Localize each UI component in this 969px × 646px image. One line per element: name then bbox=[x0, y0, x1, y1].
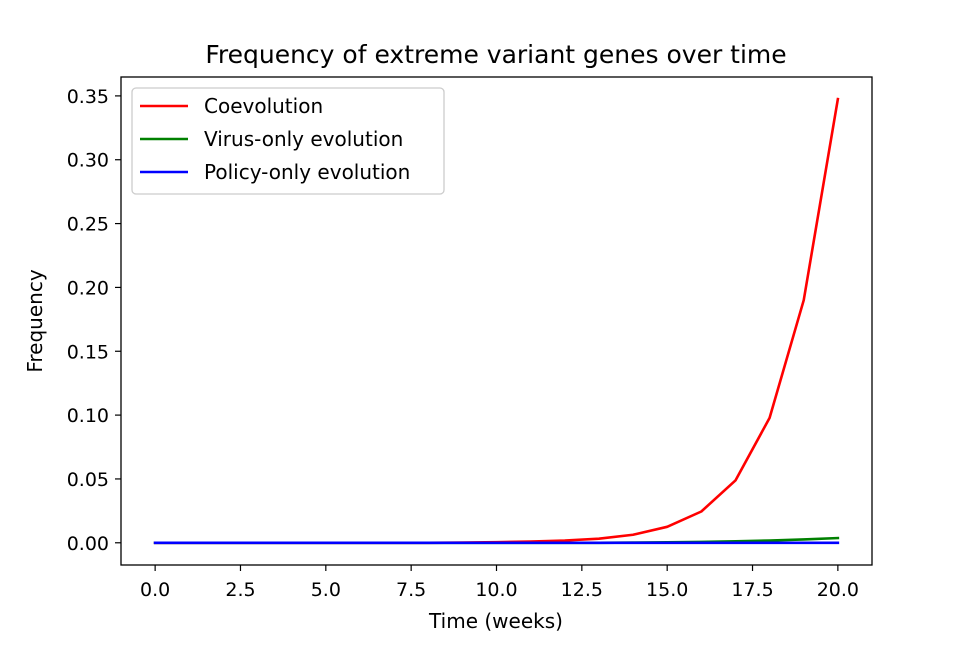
x-tick-label: 10.0 bbox=[475, 579, 517, 601]
legend-box bbox=[131, 87, 445, 195]
x-tick-label: 0.0 bbox=[140, 579, 170, 601]
y-tick-label: 0.30 bbox=[67, 150, 109, 172]
y-tick-label: 0.05 bbox=[67, 469, 109, 491]
x-tick-label: 20.0 bbox=[817, 579, 859, 601]
y-tick-label: 0.15 bbox=[67, 341, 109, 363]
x-tick-label: 5.0 bbox=[311, 579, 341, 601]
x-axis-ticks: 0.0 2.5 5.0 7.5 10.0 12.5 15.0 17.5 20.0 bbox=[140, 565, 859, 601]
x-tick-label: 15.0 bbox=[646, 579, 688, 601]
y-tick-label: 0.00 bbox=[67, 533, 109, 555]
chart-title: Frequency of extreme variant genes over … bbox=[205, 40, 786, 69]
y-tick-label: 0.35 bbox=[67, 86, 109, 108]
y-tick-label: 0.20 bbox=[67, 277, 109, 299]
x-tick-label: 17.5 bbox=[731, 579, 773, 601]
y-axis-ticks: 0.00 0.05 0.10 0.15 0.20 0.25 0.30 0.35 bbox=[67, 86, 121, 555]
x-axis-label: Time (weeks) bbox=[428, 609, 563, 633]
series-lines bbox=[153, 97, 840, 545]
legend-label: Policy-only evolution bbox=[204, 160, 410, 184]
legend-label: Virus-only evolution bbox=[204, 127, 403, 151]
y-axis-label: Frequency bbox=[23, 269, 47, 372]
y-tick-label: 0.25 bbox=[67, 214, 109, 236]
y-tick-label: 0.10 bbox=[67, 405, 109, 427]
x-tick-label: 12.5 bbox=[561, 579, 603, 601]
x-tick-label: 7.5 bbox=[396, 579, 426, 601]
legend-label: Coevolution bbox=[204, 94, 323, 118]
legend: Coevolution Virus-only evolution Policy-on… bbox=[131, 87, 445, 195]
x-tick-label: 2.5 bbox=[225, 579, 255, 601]
